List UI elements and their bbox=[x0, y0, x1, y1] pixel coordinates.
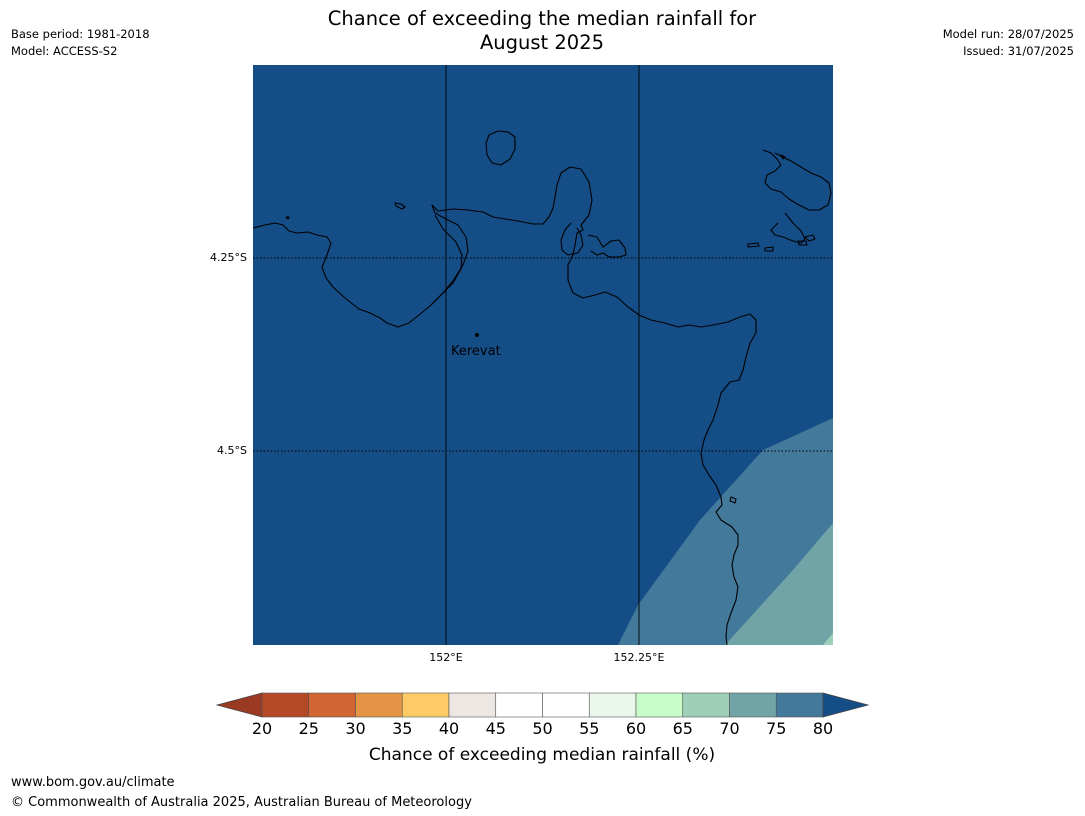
colorbar-swatch-40-45 bbox=[448, 692, 497, 718]
lon-label-152-25: 152.25°E bbox=[613, 651, 665, 664]
colorbar-swatch-55-60 bbox=[588, 692, 637, 718]
colorbar-tick-60: 60 bbox=[625, 719, 647, 738]
colorbar-over-arrow bbox=[822, 692, 870, 718]
coastline bbox=[253, 130, 832, 645]
lat-label-4-5: 4.5°S bbox=[217, 444, 247, 457]
band-65-70 bbox=[823, 633, 833, 645]
colorbar-tick-25: 25 bbox=[298, 719, 319, 738]
band-70-75 bbox=[725, 523, 833, 645]
colorbar-tick-75: 75 bbox=[766, 719, 787, 738]
colorbar-tick-55: 55 bbox=[579, 719, 600, 738]
colorbar-swatch-20-25 bbox=[261, 692, 310, 718]
colorbar-tick-45: 45 bbox=[485, 719, 506, 738]
colorbar-tick-35: 35 bbox=[392, 719, 413, 738]
kerevat-label: Kerevat bbox=[451, 344, 501, 359]
colorbar-swatches bbox=[261, 692, 824, 718]
lon-label-152: 152°E bbox=[429, 651, 463, 664]
chart-title: Chance of exceeding the median rainfall … bbox=[242, 7, 842, 55]
colorbar-swatch-25-30 bbox=[308, 692, 356, 718]
colorbar-tick-70: 70 bbox=[719, 719, 740, 738]
lat-label-4-25: 4.25°S bbox=[210, 251, 247, 264]
model-text: Model: ACCESS-S2 bbox=[11, 44, 118, 58]
title-line-2: August 2025 bbox=[479, 31, 605, 54]
colorbar-swatch-70-75 bbox=[729, 692, 777, 718]
colorbar-swatch-65-70 bbox=[682, 692, 730, 718]
model-run-text: Model run: 28/07/2025 bbox=[942, 27, 1074, 41]
footer-copyright: © Commonwealth of Australia 2025, Austra… bbox=[11, 795, 472, 810]
colorbar-tick-80: 80 bbox=[812, 719, 834, 738]
colorbar-tick-65: 65 bbox=[672, 719, 693, 738]
footer-url: www.bom.gov.au/climate bbox=[11, 775, 175, 790]
colorbar-tick-30: 30 bbox=[345, 719, 366, 738]
colorbar-tick-50: 50 bbox=[532, 719, 553, 738]
colorbar-tick-40: 40 bbox=[438, 719, 460, 738]
rainfall-map: Kerevat bbox=[253, 65, 833, 645]
base-period-text: Base period: 1981-2018 bbox=[11, 27, 150, 41]
colorbar-tick-20: 20 bbox=[251, 719, 273, 738]
colorbar-swatch-35-40 bbox=[401, 692, 450, 718]
meta-left: Base period: 1981-2018 Model: ACCESS-S2 bbox=[11, 26, 150, 60]
colorbar-label: Chance of exceeding median rainfall (%) bbox=[368, 745, 716, 765]
colorbar-swatch-50-55 bbox=[542, 692, 590, 718]
colorbar-swatch-75-80 bbox=[775, 692, 824, 718]
colorbar-swatch-30-35 bbox=[355, 692, 403, 718]
issued-text: Issued: 31/07/2025 bbox=[963, 44, 1074, 58]
kerevat-marker bbox=[475, 333, 479, 337]
colorbar-swatch-60-65 bbox=[635, 692, 684, 718]
colorbar-swatch-45-50 bbox=[495, 692, 543, 718]
meta-right: Model run: 28/07/2025 Issued: 31/07/2025 bbox=[943, 26, 1074, 60]
colorbar bbox=[215, 692, 870, 718]
colorbar-under-arrow bbox=[215, 692, 263, 718]
title-line-1: Chance of exceeding the median rainfall … bbox=[327, 7, 757, 30]
